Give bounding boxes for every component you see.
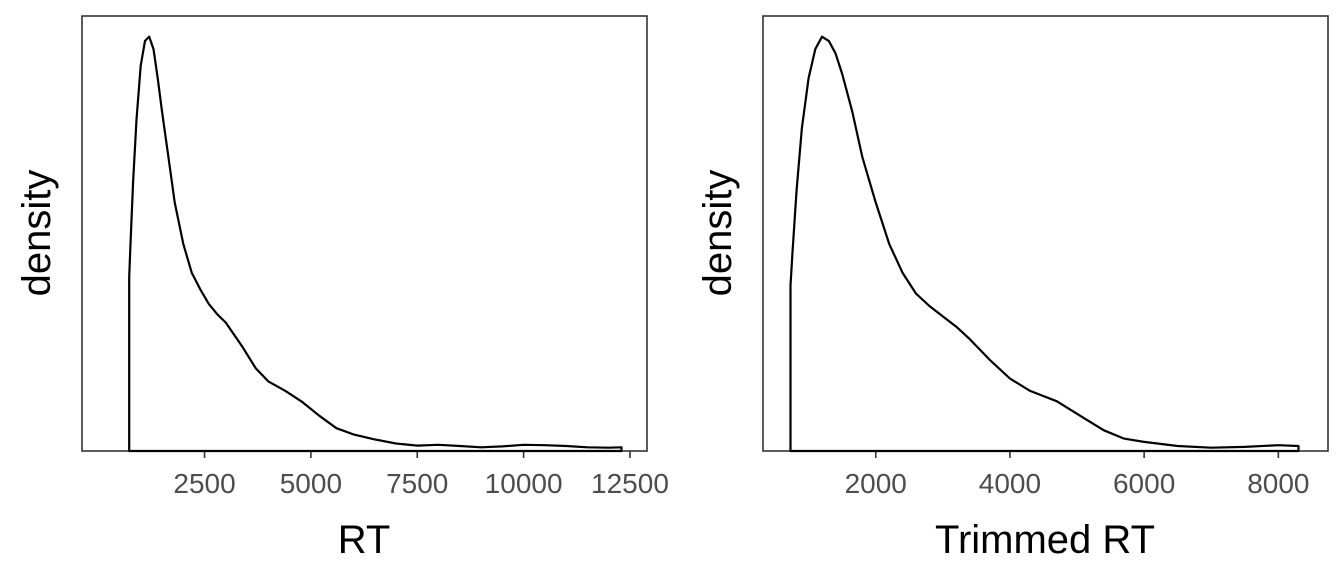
trimmed-rt-density-curve <box>789 35 1300 453</box>
rt-x-tick-label: 7500 <box>386 468 448 499</box>
trimmed-rt-y-axis-title: density <box>696 170 740 297</box>
rt-x-tick-label: 12500 <box>591 468 669 499</box>
rt-x-tick-label: 2500 <box>173 468 235 499</box>
rt-density-curve <box>128 35 623 453</box>
rt-x-tick-label: 10000 <box>485 468 563 499</box>
trimmed-rt-x-tick-label: 2000 <box>845 468 907 499</box>
panel-trimmed-rt-border <box>762 15 1329 452</box>
panel-trimmed-rt: 2000 4000 6000 8000 Trimmed RT density <box>696 15 1329 562</box>
panel-rt: 2500 5000 7500 10000 12500 RT density <box>15 15 669 562</box>
rt-y-axis-title: density <box>15 170 59 297</box>
rt-x-tick-label: 5000 <box>280 468 342 499</box>
rt-x-axis-title: RT <box>338 518 391 562</box>
trimmed-rt-x-tick-label: 8000 <box>1247 468 1309 499</box>
panel-trimmed-rt-x-ticks: 2000 4000 6000 8000 <box>845 451 1309 499</box>
trimmed-rt-x-tick-label: 4000 <box>979 468 1041 499</box>
trimmed-rt-x-axis-title: Trimmed RT <box>935 518 1155 562</box>
trimmed-rt-x-tick-label: 6000 <box>1113 468 1175 499</box>
panel-rt-x-ticks: 2500 5000 7500 10000 12500 <box>173 451 669 499</box>
panel-rt-border <box>81 15 648 452</box>
